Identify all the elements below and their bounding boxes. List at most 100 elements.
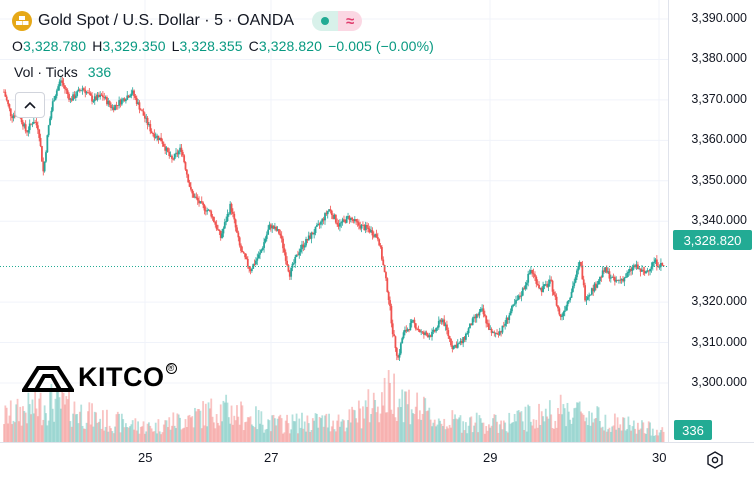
- volume-bar: [561, 414, 563, 442]
- candle-body: [130, 93, 133, 97]
- volume-bar: [93, 411, 96, 442]
- volume-bar: [112, 433, 115, 442]
- volume-bar: [654, 435, 657, 442]
- volume-bar: [32, 413, 35, 442]
- volume-bar: [399, 407, 402, 442]
- volume-bar: [268, 420, 271, 442]
- candle-body: [118, 100, 121, 106]
- candle-body: [23, 124, 26, 127]
- candle-body: [42, 161, 45, 172]
- volume-bar: [422, 396, 425, 442]
- volume-bar: [172, 412, 175, 442]
- candle-body: [597, 280, 600, 285]
- candle-body: [460, 341, 463, 344]
- candle-body: [204, 210, 207, 212]
- candle-body: [93, 96, 96, 102]
- volume-bar: [143, 433, 146, 442]
- volume-bar: [440, 423, 443, 442]
- volume-bar: [642, 422, 645, 442]
- volume-bar: [238, 424, 241, 442]
- volume-bar: [563, 408, 566, 442]
- volume-bar: [474, 422, 477, 442]
- volume-bar: [156, 433, 158, 442]
- volume-bar: [129, 426, 131, 442]
- volume-bar: [456, 419, 459, 442]
- volume-bar: [584, 421, 586, 442]
- open-label: O: [12, 38, 23, 54]
- volume-bar: [184, 419, 187, 442]
- volume-bar: [357, 400, 360, 442]
- volume-bar: [218, 425, 221, 442]
- candle-body: [265, 234, 268, 239]
- volume-bar: [608, 427, 611, 442]
- volume-bar: [618, 427, 620, 442]
- candle-body: [489, 329, 492, 330]
- candle-body: [168, 151, 171, 156]
- candle-body: [223, 222, 226, 229]
- candle-body: [61, 80, 64, 83]
- candle-body: [344, 219, 347, 223]
- candle-body: [418, 329, 421, 333]
- candle-body: [536, 283, 539, 285]
- candle-body: [492, 332, 494, 333]
- volume-bar: [305, 431, 307, 442]
- candle-body: [414, 323, 417, 329]
- candle-body: [609, 277, 612, 279]
- volume-bar: [538, 403, 540, 442]
- candle-body: [110, 104, 112, 108]
- volume-bar: [467, 425, 470, 442]
- candle-body: [619, 279, 622, 281]
- volume-bar: [164, 420, 167, 442]
- candle-body: [601, 270, 604, 278]
- symbol-title[interactable]: Gold Spot / U.S. Dollar · 5 · OANDA: [38, 12, 295, 29]
- candle-body: [213, 217, 215, 223]
- volume-bar: [513, 413, 516, 442]
- candle-body: [534, 274, 536, 277]
- candle-body: [657, 266, 660, 267]
- volume-bar: [492, 418, 494, 442]
- volume-bar: [630, 430, 633, 442]
- volume-bar: [198, 409, 200, 442]
- volume-bar: [276, 418, 279, 442]
- candle-body: [336, 222, 339, 225]
- candle-body: [268, 224, 271, 230]
- volume-bar: [360, 428, 363, 442]
- gold-bars-icon[interactable]: [12, 11, 32, 31]
- collapse-legend-button[interactable]: [15, 92, 45, 118]
- candle-body: [141, 110, 144, 112]
- volume-bar: [599, 421, 601, 442]
- volume-bar: [588, 411, 591, 442]
- logo-registered: ®: [165, 363, 177, 374]
- volume-legend[interactable]: Vol · Ticks 336: [14, 64, 111, 80]
- volume-bar: [236, 405, 238, 442]
- candle-body: [389, 300, 391, 307]
- volume-bar: [269, 431, 272, 442]
- volume-bar: [282, 433, 284, 442]
- candle-body: [464, 333, 467, 340]
- candle-body: [156, 135, 158, 138]
- candle-body: [561, 315, 563, 317]
- volume-bar: [141, 426, 144, 442]
- volume-bar: [19, 406, 22, 442]
- candle-body: [41, 146, 43, 162]
- candle-body: [483, 314, 486, 317]
- chart-settings-button[interactable]: [705, 450, 725, 470]
- candle-body: [278, 229, 280, 234]
- status-pill[interactable]: ≈: [312, 11, 363, 31]
- candle-body: [169, 155, 172, 157]
- candle-body: [357, 222, 360, 226]
- candle-body: [584, 285, 586, 301]
- candle-body: [580, 261, 582, 266]
- volume-bar: [420, 419, 423, 442]
- date-tick-label: 29: [483, 450, 498, 465]
- candle-body: [138, 102, 141, 110]
- volume-bar: [532, 419, 535, 442]
- volume-bar: [137, 421, 139, 442]
- candle-body: [639, 268, 642, 272]
- volume-bar: [344, 431, 347, 442]
- volume-bar: [477, 432, 479, 442]
- volume-bar: [343, 420, 345, 442]
- volume-bar: [540, 411, 543, 442]
